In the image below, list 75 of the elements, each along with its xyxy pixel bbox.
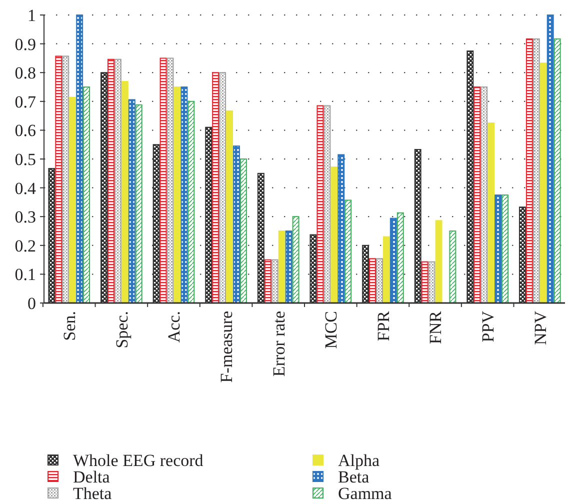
- bar: [240, 158, 247, 304]
- y-tick-label: 0.1: [14, 265, 36, 284]
- y-tick-label: 0.5: [14, 150, 36, 169]
- bar: [435, 220, 442, 304]
- bar: [107, 58, 114, 304]
- x-tick-label: F-measure: [216, 311, 236, 383]
- bar: [344, 200, 352, 304]
- bar: [532, 38, 540, 304]
- x-tick-label: Sen.: [60, 311, 80, 341]
- bar: [174, 86, 181, 304]
- x-tick-label: Spec.: [112, 311, 132, 348]
- bar: [180, 86, 188, 304]
- y-tick-label: 0.8: [14, 64, 36, 83]
- bar: [421, 261, 428, 304]
- bar: [480, 86, 488, 304]
- bar: [390, 218, 397, 304]
- y-tick-label: 0.3: [14, 208, 36, 227]
- bar: [212, 72, 220, 304]
- bar: [338, 154, 345, 304]
- bar: [62, 56, 70, 304]
- bar: [540, 62, 547, 304]
- bar: [226, 110, 234, 304]
- bar: [264, 259, 272, 304]
- legend-label: Theta: [73, 484, 112, 503]
- bar: [83, 86, 90, 304]
- x-tick-label: Error rate: [269, 311, 288, 377]
- legend-label: Gamma: [338, 484, 392, 503]
- legend-label: Alpha: [338, 450, 380, 470]
- bar: [554, 38, 561, 304]
- bar: [135, 104, 142, 304]
- bar: [494, 194, 502, 304]
- x-tick-label: FPR: [374, 310, 393, 342]
- bar: [546, 14, 554, 304]
- bar: [121, 81, 128, 304]
- bar: [488, 122, 495, 304]
- bar: [428, 261, 436, 304]
- bar: [114, 58, 122, 304]
- bar: [128, 99, 136, 304]
- bar: [474, 86, 481, 304]
- bar: [271, 259, 278, 304]
- bar: [285, 230, 292, 304]
- y-tick-label: 0.9: [14, 34, 36, 54]
- x-tick-label: PPV: [478, 310, 498, 342]
- y-tick-label: 0.6: [14, 121, 36, 140]
- bar: [160, 58, 167, 304]
- y-tick-label: 0: [28, 294, 36, 313]
- bar: [278, 230, 286, 304]
- bar: [502, 194, 509, 304]
- bar: [449, 230, 456, 304]
- bar: [166, 58, 174, 304]
- y-tick-label: 0.7: [14, 92, 36, 112]
- bar: [369, 258, 376, 304]
- bar: [396, 212, 404, 304]
- legend-label: Delta: [73, 467, 110, 486]
- bar: [76, 14, 84, 304]
- bar: [55, 56, 62, 304]
- bar: [330, 166, 338, 304]
- bar: [324, 105, 331, 304]
- bar: [316, 105, 324, 304]
- x-tick-label: FNR: [426, 310, 446, 344]
- bar: [69, 96, 76, 304]
- x-tick-label: Acc.: [164, 311, 184, 343]
- bar: [188, 100, 195, 304]
- bar: [233, 146, 240, 304]
- bar: [376, 258, 383, 304]
- y-tick-label: 0.2: [14, 236, 36, 256]
- legend-label: Whole EEG record: [73, 450, 204, 470]
- bar: [526, 38, 533, 304]
- y-tick-label: 1: [28, 6, 36, 25]
- y-tick-label: 0.4: [14, 178, 36, 198]
- bar: [382, 236, 390, 304]
- x-tick-label: NPV: [530, 310, 550, 346]
- x-tick-label: MCC: [322, 311, 341, 349]
- bar: [219, 72, 226, 304]
- bar: [292, 216, 300, 304]
